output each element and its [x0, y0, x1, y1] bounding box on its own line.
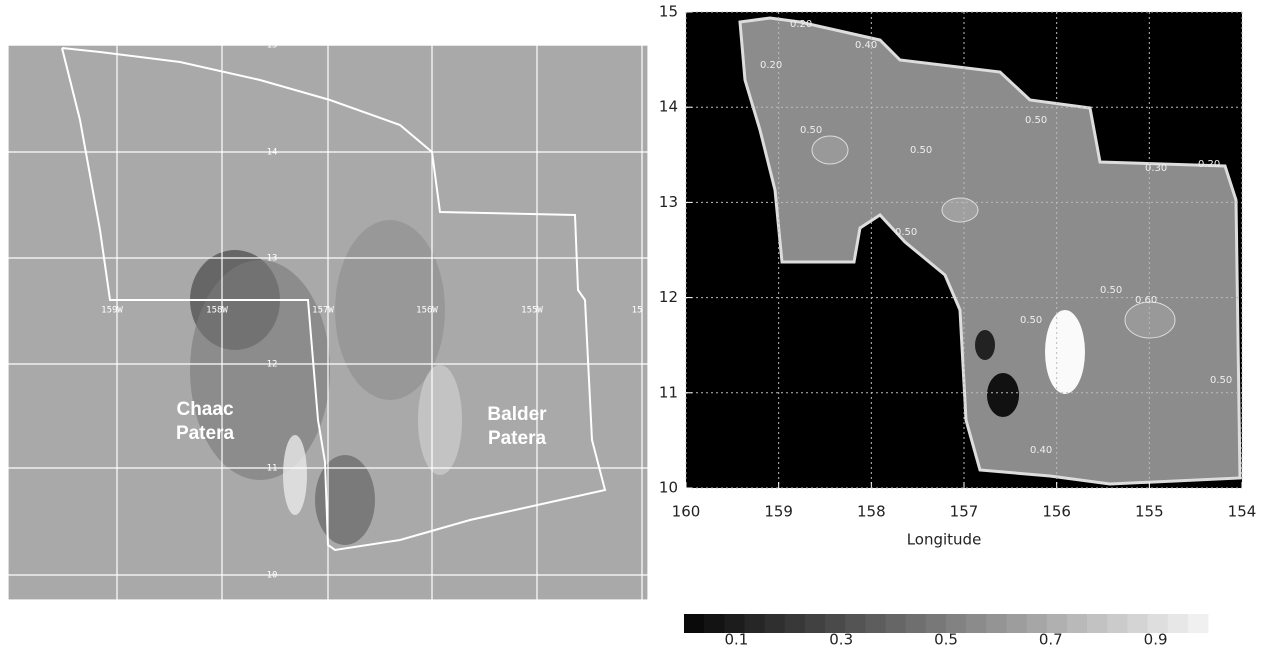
y-tick-label: 14 [659, 98, 678, 116]
dark-spot [987, 373, 1019, 417]
colorbar-segment [1167, 614, 1189, 633]
colorbar-segment [1066, 614, 1088, 633]
contour-label: 0.30 [1145, 163, 1167, 174]
colorbar-label: 0.5 [934, 631, 958, 649]
lat-label: 10 [267, 571, 278, 581]
lon-label: 15 [632, 306, 643, 316]
colorbar-segment [1147, 614, 1169, 633]
contour-label: 0.40 [855, 40, 877, 51]
lat-label: 12 [267, 360, 278, 370]
bright-patch [283, 435, 307, 515]
feature-label: Chaac [176, 399, 233, 420]
right-panel: 160 159 158 157 156 155 154 10 11 12 13 14 15 Longitu… [659, 3, 1256, 549]
x-tick-label: 155 [1135, 503, 1164, 521]
colorbar-segment [804, 614, 826, 633]
colorbar-segment [684, 614, 705, 633]
contour-label: 0.50 [910, 145, 932, 156]
x-tick-label: 157 [950, 503, 979, 521]
colorbar-segment [1006, 614, 1028, 633]
lat-label: 15 [267, 41, 278, 51]
colorbar-segment [784, 614, 806, 633]
left-grid [7, 44, 649, 601]
x-tick-label: 156 [1042, 503, 1071, 521]
dark-patch [190, 260, 330, 480]
contour-label: 0.50 [895, 227, 917, 238]
bright-patch [418, 365, 462, 475]
colorbar-segment [1127, 614, 1149, 633]
colorbar-segment [744, 614, 766, 633]
colorbar-segment [764, 614, 786, 633]
contour-label: 0.50 [800, 125, 822, 136]
colorbar-label: 0.1 [724, 631, 748, 649]
x-tick-label: 160 [672, 503, 701, 521]
dark-spot [975, 330, 995, 360]
contour [1124, 301, 1176, 339]
lat-label: 13 [267, 254, 278, 264]
lon-label: 155W [521, 306, 543, 316]
left-panel: 15 14 13 12 11 10 159W 158W 157W 156W 155W 15 Chaac P… [7, 41, 649, 601]
contour [811, 135, 849, 165]
y-tick-label: 13 [659, 193, 678, 211]
colorbar-segment [1046, 614, 1068, 633]
lon-label: 156W [416, 306, 438, 316]
feature-label: Balder [487, 404, 547, 425]
lat-label: 11 [267, 464, 278, 474]
x-tick-label: 154 [1228, 503, 1257, 521]
contour-label: 0.20 [1198, 159, 1220, 170]
coverage-region [738, 16, 1242, 486]
colorbar-segment [966, 614, 987, 633]
colorbar-segment [704, 614, 725, 633]
feature-label: Patera [176, 423, 235, 444]
feature-label: Patera [488, 428, 547, 449]
colorbar-segment [885, 614, 907, 633]
colorbar-label: 0.7 [1039, 631, 1063, 649]
dark-patch [315, 455, 375, 545]
x-tick-label: 158 [857, 503, 886, 521]
lon-label: 158W [206, 306, 228, 316]
contour-label: 0.60 [1135, 295, 1157, 306]
dark-patch [335, 220, 445, 400]
y-tick-label: 12 [659, 288, 678, 306]
contour-label: 0.20 [760, 60, 782, 71]
x-axis-label: Longitude [907, 531, 982, 549]
y-tick-label: 10 [659, 479, 678, 497]
y-tick-label: 15 [659, 3, 678, 21]
footprint-outline [61, 47, 607, 552]
contour-label: 0.40 [1030, 445, 1052, 456]
contour [941, 197, 979, 223]
contour-label: 0.50 [1020, 315, 1042, 326]
colorbar-segment [1087, 614, 1108, 633]
colorbar-segment [1187, 614, 1209, 633]
colorbar-segment [724, 614, 745, 633]
y-tick-label: 11 [659, 383, 678, 401]
contour-label: 0.50 [1025, 115, 1047, 126]
colorbar-segment [986, 614, 1007, 633]
bright-spot [1045, 310, 1085, 394]
colorbar-label: 0.3 [829, 631, 853, 649]
panel-frame [7, 44, 649, 601]
colorbar-segment [865, 614, 887, 633]
colorbar-segment [905, 614, 927, 633]
colorbar-segment [825, 614, 846, 633]
x-tick-label: 159 [764, 503, 793, 521]
colorbar-label: 0.9 [1144, 631, 1168, 649]
contour-label: 0.50 [1210, 375, 1232, 386]
colorbar-segment [1026, 614, 1048, 633]
colorbar-segment [946, 614, 967, 633]
lon-label: 157W [312, 306, 334, 316]
contour-label: 0.20 [790, 19, 812, 30]
lat-label: 14 [267, 148, 278, 158]
colorbar-segment [1107, 614, 1128, 633]
colorbar-segment [925, 614, 947, 633]
lon-label: 159W [101, 306, 123, 316]
colorbar-segment [845, 614, 866, 633]
contour-label: 0.50 [1100, 285, 1122, 296]
